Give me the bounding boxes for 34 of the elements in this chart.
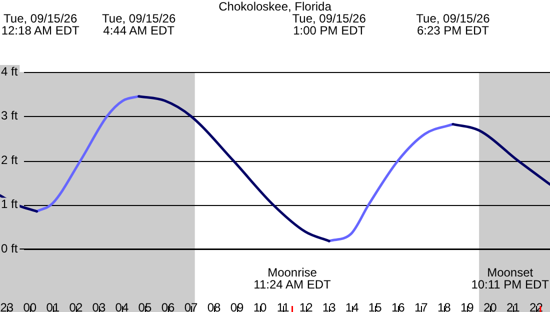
text: Tue, 09/15/26 6:23 PM EDT [416, 11, 490, 38]
x-tick-label: 04 [115, 300, 129, 312]
x-tick-label: 06 [161, 300, 175, 312]
chart-title: Chokoloskee, Florida [218, 0, 332, 14]
text: Tue, 09/15/26 4:44 AM EDT [102, 11, 176, 38]
x-tick-label: 08 [207, 300, 222, 312]
x-tick-label: 23 [0, 300, 14, 312]
x-tick-label: 21 [506, 300, 520, 312]
x-tick-label: 16 [391, 300, 406, 312]
y-tick-label: 1 ft [1, 197, 18, 212]
x-tick-label: 18 [437, 300, 452, 312]
ref-line-label: Moonrise 11:24 AM EDT [254, 265, 332, 292]
x-tick-label: 09 [230, 300, 244, 312]
y-tick-label: 0 ft [1, 241, 18, 256]
x-tick-label: 15 [368, 300, 382, 312]
x-tick-label: 07 [184, 300, 198, 312]
x-tick-label: 11 [276, 300, 290, 312]
text: Tue, 09/15/26 12:18 AM EDT [1, 11, 80, 38]
x-tick-label: 05 [138, 300, 152, 312]
y-tick-label: 4 ft [1, 64, 18, 78]
x-tick-label: 20 [483, 300, 498, 312]
x-tick-label: 01 [46, 300, 60, 312]
text: Tue, 09/15/26 1:00 PM EDT [292, 11, 366, 38]
x-tick-label: 13 [322, 300, 336, 312]
ref-line-label: Moonset 10:11 PM EDT [471, 265, 550, 292]
y-tick-label: 3 ft [1, 108, 18, 123]
x-tick-label: 00 [23, 300, 37, 312]
x-tick-label: 17 [414, 300, 428, 312]
y-tick-label: 2 ft [1, 152, 18, 167]
x-tick-label: 02 [69, 300, 83, 312]
x-tick-label: 03 [92, 300, 106, 312]
x-tick-label: 19 [460, 300, 474, 312]
x-tick-label: 14 [345, 300, 360, 312]
x-tick-label: 12 [299, 300, 314, 312]
